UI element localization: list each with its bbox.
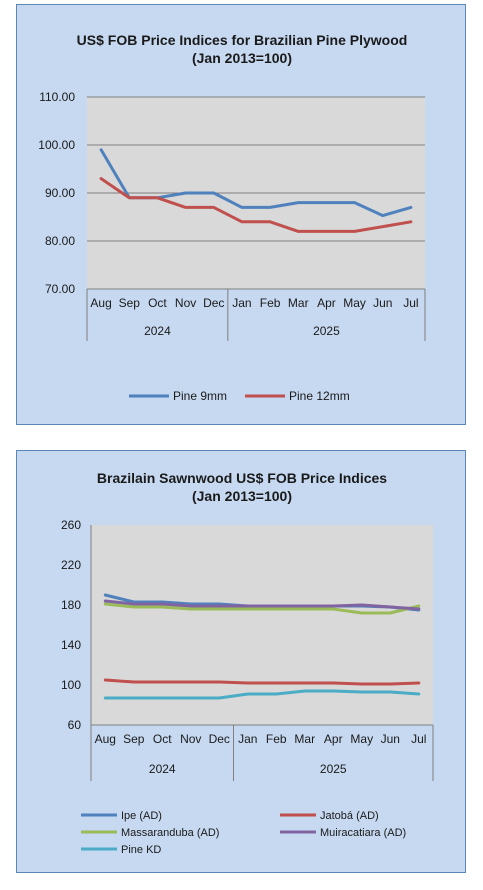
group-label: 2025	[313, 324, 340, 338]
y-tick-label: 60	[68, 718, 82, 732]
series-line-massaranduba-ad	[103, 602, 421, 615]
legend-label: Pine 9mm	[173, 389, 227, 403]
y-tick-label: 110.00	[39, 90, 75, 104]
x-tick-label: Oct	[153, 732, 172, 746]
x-tick-label: Apr	[324, 732, 343, 746]
x-tick-label: Aug	[95, 732, 116, 746]
y-tick-label: 140	[61, 638, 81, 652]
x-tick-label: Jan	[232, 296, 251, 310]
y-tick-label: 90.00	[45, 186, 75, 200]
group-label: 2025	[320, 762, 347, 776]
x-tick-label: Jul	[411, 732, 426, 746]
sawnwood-chart-panel: Brazilain Sawnwood US$ FOB Price Indices…	[16, 450, 466, 873]
x-tick-label: Mar	[288, 296, 309, 310]
legend-label: Jatobá (AD)	[320, 810, 379, 822]
x-tick-label: Nov	[180, 732, 201, 746]
y-tick-label: 260	[61, 518, 81, 532]
y-tick-label: 220	[61, 558, 81, 572]
chart-title: US$ FOB Price Indices for Brazilian Pine…	[77, 32, 408, 48]
y-tick-label: 180	[61, 598, 81, 612]
y-tick-label: 100.00	[38, 138, 75, 152]
x-tick-label: Mar	[294, 732, 315, 746]
x-tick-label: Jul	[403, 296, 418, 310]
x-tick-label: Dec	[203, 296, 224, 310]
x-tick-label: Dec	[209, 732, 230, 746]
chart-subtitle: (Jan 2013=100)	[192, 50, 292, 66]
x-tick-label: Jan	[238, 732, 257, 746]
x-tick-label: Nov	[175, 296, 196, 310]
x-tick-label: Apr	[317, 296, 336, 310]
plywood-chart-panel: US$ FOB Price Indices for Brazilian Pine…	[16, 4, 466, 425]
x-tick-label: Aug	[90, 296, 111, 310]
group-label: 2024	[144, 324, 171, 338]
x-tick-label: Sep	[123, 732, 145, 746]
series-line-pine-kd	[103, 689, 421, 700]
group-label: 2024	[149, 762, 176, 776]
x-tick-label: May	[343, 296, 366, 310]
x-tick-label: Feb	[260, 296, 281, 310]
x-tick-label: Jun	[373, 296, 392, 310]
y-tick-label: 80.00	[45, 234, 75, 248]
sawnwood-chart: Brazilain Sawnwood US$ FOB Price Indices…	[61, 470, 434, 856]
chart-subtitle: (Jan 2013=100)	[192, 488, 292, 504]
legend-label: Ipe (AD)	[121, 810, 162, 822]
series-line-muiracatiara-ad	[103, 599, 421, 611]
chart-title: Brazilain Sawnwood US$ FOB Price Indices	[97, 470, 387, 486]
plywood-chart: US$ FOB Price Indices for Brazilian Pine…	[38, 32, 426, 403]
y-tick-label: 100	[61, 678, 81, 692]
series-line-jatob-ad	[103, 678, 421, 686]
x-tick-label: Sep	[119, 296, 141, 310]
x-tick-label: Oct	[148, 296, 167, 310]
legend-label: Pine KD	[121, 844, 161, 856]
legend-label: Pine 12mm	[289, 389, 350, 403]
legend-label: Massaranduba (AD)	[121, 827, 219, 839]
legend-label: Muiracatiara (AD)	[320, 827, 406, 839]
x-tick-label: Jun	[381, 732, 400, 746]
x-tick-label: Feb	[266, 732, 287, 746]
series-line-pine-12mm	[99, 177, 413, 233]
x-tick-label: May	[350, 732, 373, 746]
y-tick-label: 70.00	[45, 282, 75, 296]
